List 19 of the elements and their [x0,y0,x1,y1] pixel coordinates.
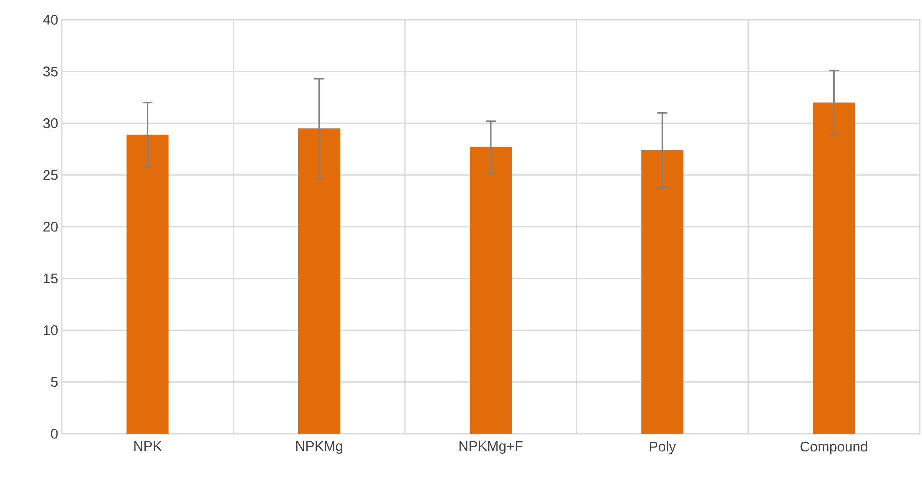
y-tick-label: 30 [43,118,58,128]
y-tick-label: 10 [44,326,58,336]
bar [126,134,169,434]
bar [298,128,340,434]
bar [642,150,684,434]
y-tick-label: 0 [51,429,58,439]
y-tick-label: 40 [43,15,58,25]
x-tick-label: Poly [650,442,676,455]
y-tick-label: 5 [51,377,58,388]
y-tick-label: 20 [44,222,58,232]
x-tick-label: Compound [800,442,868,455]
x-tick-label: NPK [134,442,162,452]
bar [813,102,856,434]
y-tick-label: 15 [44,274,58,284]
x-tick-label: NPKMg+F [460,442,523,454]
x-tick-label: NPKMg [296,442,343,454]
bar [470,147,512,434]
y-tick-label: 25 [44,170,58,180]
y-tick-label: 35 [43,66,58,77]
